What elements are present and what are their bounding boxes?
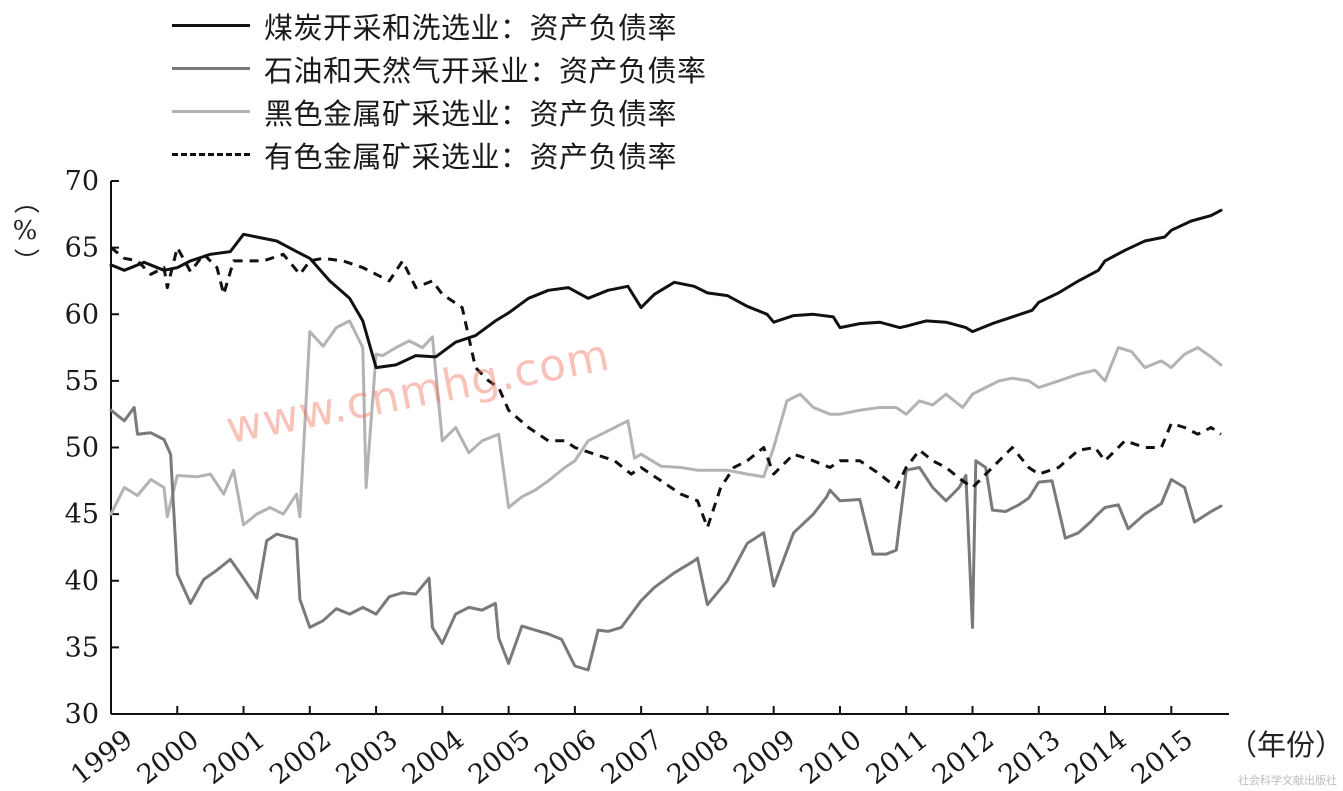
x-tick-label: 2005 [463,724,536,791]
y-axis-label-char: ） [10,247,40,274]
x-tick-label: 2014 [1059,724,1132,791]
x-tick-label: 2006 [529,724,602,791]
x-tick-label: 2002 [264,724,337,791]
legend: 煤炭开采和洗选业：资产负债率 石油和天然气开采业：资产负债率 黑色金属矿采选业：… [172,4,707,176]
series-line-coal [109,208,1223,370]
y-tick-label: 40 [65,566,99,597]
legend-label-nonferrous: 有色金属矿采选业：资产负债率 [264,139,678,174]
y-tick-label: 55 [65,366,99,397]
y-tick-label: 45 [65,499,99,530]
x-tick-label: 2012 [927,724,1000,791]
series-line-nonferrous [110,246,1222,529]
legend-item-ferrous: 黑色金属矿采选业：资产负债率 [172,90,707,133]
x-tick-label: 2009 [728,724,801,791]
y-tick-label: 30 [65,699,99,730]
x-tick-label: 2013 [993,724,1066,791]
x-tick-label: 2003 [330,724,403,791]
x-tick-label: 2008 [662,724,735,791]
series-line-oil-gas [109,406,1223,672]
x-tick-label: 2010 [794,724,867,791]
x-tick-label: 2015 [1126,724,1199,791]
y-tick-label: 70 [65,166,99,197]
y-tick-label: 35 [65,632,99,663]
x-tick-label: 2001 [198,724,271,791]
series-line-ferrous [109,319,1223,527]
y-tick-label: 50 [65,433,99,464]
legend-label-coal: 煤炭开采和洗选业：资产负债率 [264,10,678,45]
legend-item-oil-gas: 石油和天然气开采业：资产负债率 [172,47,707,90]
legend-swatch-nonferrous [172,153,250,156]
legend-swatch-ferrous [172,110,250,113]
x-tick-label: 1999 [65,724,138,791]
legend-swatch-coal [172,24,250,27]
legend-swatch-oil-gas [172,67,250,70]
y-axis-label-char: % [12,216,38,246]
y-axis-label-char: （ [10,187,40,214]
x-tick-label: 2007 [596,724,669,791]
y-tick-label: 65 [65,233,99,264]
legend-item-coal: 煤炭开采和洗选业：资产负债率 [172,4,707,47]
x-axis-label: （年份） [1228,728,1343,762]
legend-label-oil-gas: 石油和天然气开采业：资产负债率 [264,53,707,88]
y-tick-label: 60 [65,299,99,330]
y-axis-label: （%） [10,186,40,276]
legend-label-ferrous: 黑色金属矿采选业：资产负债率 [264,96,678,131]
publisher-mark: 社会科学文献出版社 [1238,774,1337,787]
x-tick-label: 2000 [132,724,205,791]
series-layer [109,208,1223,672]
x-tick-label: 2004 [397,724,470,791]
legend-item-nonferrous: 有色金属矿采选业：资产负债率 [172,133,707,176]
x-tick-label: 2011 [861,724,934,791]
